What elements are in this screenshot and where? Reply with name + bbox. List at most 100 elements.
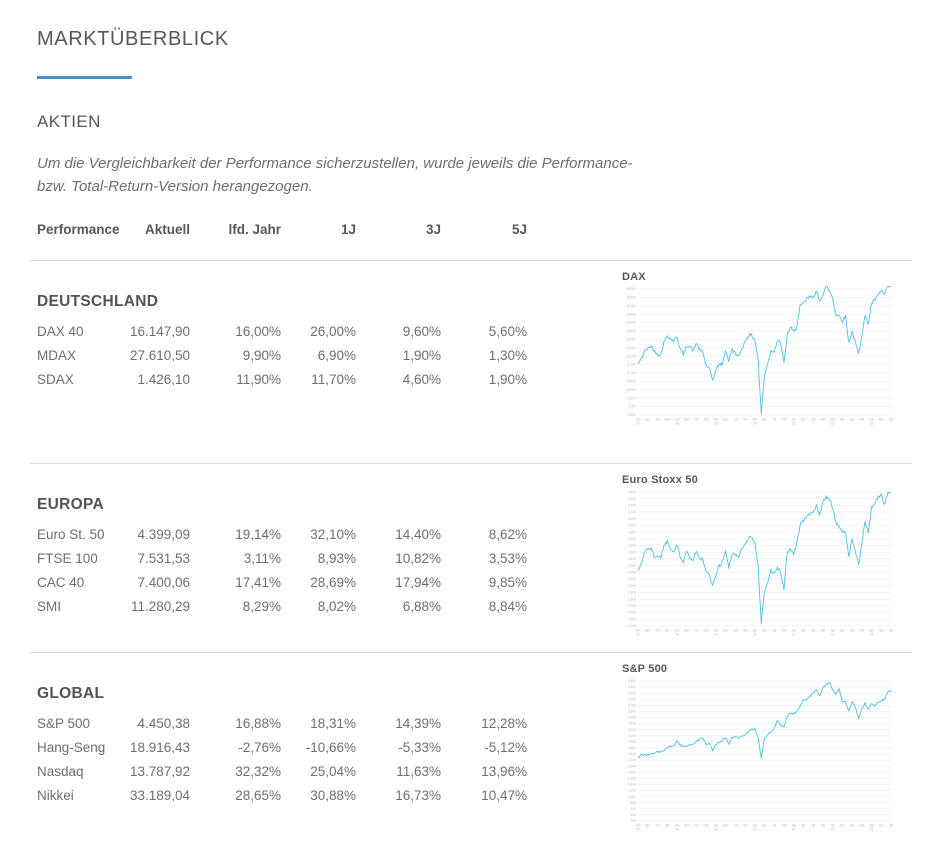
group-heading-deutschland: DEUTSCHLAND xyxy=(37,293,159,310)
svg-text:Jul: Jul xyxy=(811,418,815,422)
svg-text:Jan: Jan xyxy=(635,418,640,422)
svg-text:Jul: Jul xyxy=(694,629,698,633)
svg-text:2.600: 2.600 xyxy=(628,611,636,615)
svg-text:3.700: 3.700 xyxy=(628,537,636,541)
table-row-sp500: S&P 500 4.450,38 16,88% 18,31% 14,39% 12… xyxy=(37,716,622,731)
value-lfd-jahr: 17,41% xyxy=(235,575,281,590)
column-header-1j: 1J xyxy=(340,222,356,237)
value-3j: 14,39% xyxy=(395,716,441,731)
svg-text:Jul: Jul xyxy=(694,418,698,422)
value-aktuell: 1.426,10 xyxy=(137,372,190,387)
svg-text:Okt: Okt xyxy=(704,629,709,633)
svg-text:Jul: Jul xyxy=(733,824,737,828)
svg-text:Jul: Jul xyxy=(655,629,659,633)
svg-text:Okt: Okt xyxy=(743,824,748,828)
svg-text:22: 22 xyxy=(831,632,835,636)
value-1j: 26,00% xyxy=(310,324,356,339)
svg-text:Jan: Jan xyxy=(752,629,757,633)
value-1j: 32,10% xyxy=(310,527,356,542)
chart-title-dax: DAX xyxy=(622,271,646,283)
svg-text:Okt: Okt xyxy=(859,824,864,828)
svg-text:19: 19 xyxy=(714,421,718,425)
svg-text:4.200: 4.200 xyxy=(628,697,636,701)
table-deutschland: DEUTSCHLAND DAX 40 16.147,90 16,00% 26,0… xyxy=(30,261,622,463)
value-aktuell: 11.280,29 xyxy=(130,599,190,614)
svg-text:4.800: 4.800 xyxy=(628,679,636,683)
svg-text:20: 20 xyxy=(753,632,757,636)
svg-text:Jan: Jan xyxy=(830,418,835,422)
value-lfd-jahr: 11,90% xyxy=(236,372,281,387)
svg-text:1.200: 1.200 xyxy=(628,789,636,793)
value-3j: 1,90% xyxy=(402,348,441,363)
svg-text:4.200: 4.200 xyxy=(628,504,636,508)
table-row-dax40: DAX 40 16.147,90 16,00% 26,00% 9,60% 5,6… xyxy=(37,324,622,339)
value-lfd-jahr: 16,00% xyxy=(235,324,281,339)
svg-text:Jan: Jan xyxy=(674,629,679,633)
svg-text:18: 18 xyxy=(675,421,679,425)
svg-text:Jan: Jan xyxy=(713,824,718,828)
svg-text:400: 400 xyxy=(631,813,637,817)
svg-text:Jan: Jan xyxy=(791,629,796,633)
svg-text:Apr: Apr xyxy=(645,629,651,633)
index-label: Euro St. 50 xyxy=(37,527,105,542)
svg-text:16.000: 16.000 xyxy=(626,287,636,291)
chart-eurostoxx: Euro Stoxx 50 4.400 4.300 4.200 4.100 4.000 3… xyxy=(622,464,912,652)
svg-text:23: 23 xyxy=(870,632,874,636)
value-1j: 25,04% xyxy=(310,764,356,779)
svg-text:Apr: Apr xyxy=(762,418,768,422)
svg-text:1.000: 1.000 xyxy=(628,795,636,799)
svg-text:Jul: Jul xyxy=(850,418,854,422)
svg-text:19: 19 xyxy=(714,632,718,636)
table-header-row: Performance Aktuell lfd. Jahr 1J 3J 5J xyxy=(37,222,912,237)
svg-text:Okt: Okt xyxy=(665,418,670,422)
svg-text:3.200: 3.200 xyxy=(628,571,636,575)
svg-text:Apr: Apr xyxy=(723,824,729,828)
svg-text:Apr: Apr xyxy=(723,418,729,422)
value-1j: 28,69% xyxy=(310,575,356,590)
accent-rule xyxy=(37,76,132,79)
svg-text:20: 20 xyxy=(753,421,757,425)
svg-text:Jan: Jan xyxy=(674,418,679,422)
value-aktuell: 16.147,90 xyxy=(129,324,190,339)
svg-text:11.000: 11.000 xyxy=(626,371,636,375)
value-3j: 10,82% xyxy=(395,551,441,566)
column-header-3j: 3J xyxy=(425,222,441,237)
value-lfd-jahr: 3,11% xyxy=(243,551,281,566)
value-aktuell: 4.399,09 xyxy=(137,527,190,542)
svg-text:Jan: Jan xyxy=(635,629,640,633)
svg-text:Jul: Jul xyxy=(889,629,893,633)
svg-text:Apr: Apr xyxy=(684,824,690,828)
index-label: CAC 40 xyxy=(37,575,85,590)
svg-text:Jan: Jan xyxy=(869,418,874,422)
svg-text:Apr: Apr xyxy=(879,418,885,422)
svg-text:22: 22 xyxy=(831,421,835,425)
chart-title-sp500: S&P 500 xyxy=(622,663,668,675)
index-label: Hang-Seng xyxy=(37,740,106,755)
value-3j: 17,94% xyxy=(395,575,441,590)
svg-text:1.600: 1.600 xyxy=(628,776,636,780)
svg-text:Okt: Okt xyxy=(859,418,864,422)
svg-text:Okt: Okt xyxy=(665,629,670,633)
svg-text:Okt: Okt xyxy=(704,824,709,828)
svg-text:Okt: Okt xyxy=(820,418,825,422)
chart-dax: DAX 16.000 15.500 15.000 14.500 14.000 13.500… xyxy=(622,261,912,463)
svg-text:20: 20 xyxy=(753,827,757,831)
svg-text:4.300: 4.300 xyxy=(628,497,636,501)
svg-text:Jul: Jul xyxy=(811,629,815,633)
value-lfd-jahr: 28,65% xyxy=(235,788,281,803)
svg-text:2.900: 2.900 xyxy=(628,591,636,595)
value-1j: 8,93% xyxy=(317,551,356,566)
svg-text:Okt: Okt xyxy=(743,629,748,633)
svg-text:3.600: 3.600 xyxy=(628,544,636,548)
svg-text:14.500: 14.500 xyxy=(626,312,636,316)
svg-text:Apr: Apr xyxy=(684,629,690,633)
table-row-eurostoxx: Euro St. 50 4.399,09 19,14% 32,10% 14,40… xyxy=(37,527,622,542)
table-row-mdax: MDAX 27.610,50 9,90% 6,90% 1,90% 1,30% xyxy=(37,348,622,363)
eurostoxx-line-chart: 4.400 4.300 4.200 4.100 4.000 3.900 3.800 3.700… xyxy=(628,490,893,636)
value-1j: 11,70% xyxy=(311,372,356,387)
header-divider xyxy=(30,260,912,261)
value-lfd-jahr: 9,90% xyxy=(242,348,281,363)
dax-line-chart: 16.000 15.500 15.000 14.500 14.000 13.500 13.0… xyxy=(626,286,893,425)
svg-text:3.200: 3.200 xyxy=(628,728,636,732)
value-5j: 3,53% xyxy=(488,551,527,566)
